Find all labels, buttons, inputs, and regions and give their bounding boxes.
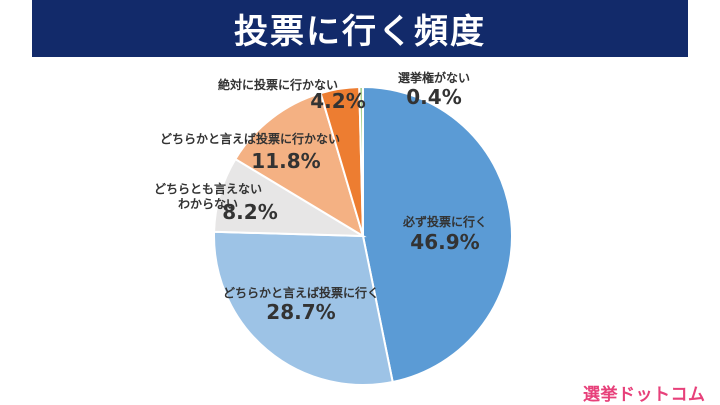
- title-banner: 投票に行く頻度: [32, 0, 688, 57]
- pie-slice: [362, 85, 513, 384]
- slice-value-label: 8.2%: [222, 200, 277, 224]
- site-logo: 選挙ドットコム: [583, 385, 706, 405]
- slice-label: どちらとも言えないわからない: [154, 181, 262, 211]
- pie-slice: [213, 230, 394, 386]
- slice-label: 選挙権がない: [398, 70, 470, 85]
- slice-value-label: 4.2%: [310, 89, 365, 113]
- slice-value-label: 46.9%: [410, 230, 479, 254]
- slice-value-label: 0.4%: [406, 85, 461, 109]
- slice-label: 絶対に投票に行かない: [218, 77, 338, 92]
- slice-value-label: 11.8%: [251, 149, 320, 173]
- slice-label: どちらかと言えば投票に行かない: [160, 131, 340, 146]
- chart-title: 投票に行く頻度: [234, 12, 486, 52]
- slice-value-label: 28.7%: [266, 300, 335, 324]
- pie-slice: [358, 85, 364, 237]
- slice-label: どちらかと言えば投票に行く: [223, 285, 379, 300]
- slice-label: 必ず投票に行く: [402, 214, 487, 229]
- pie-slices: [213, 85, 513, 386]
